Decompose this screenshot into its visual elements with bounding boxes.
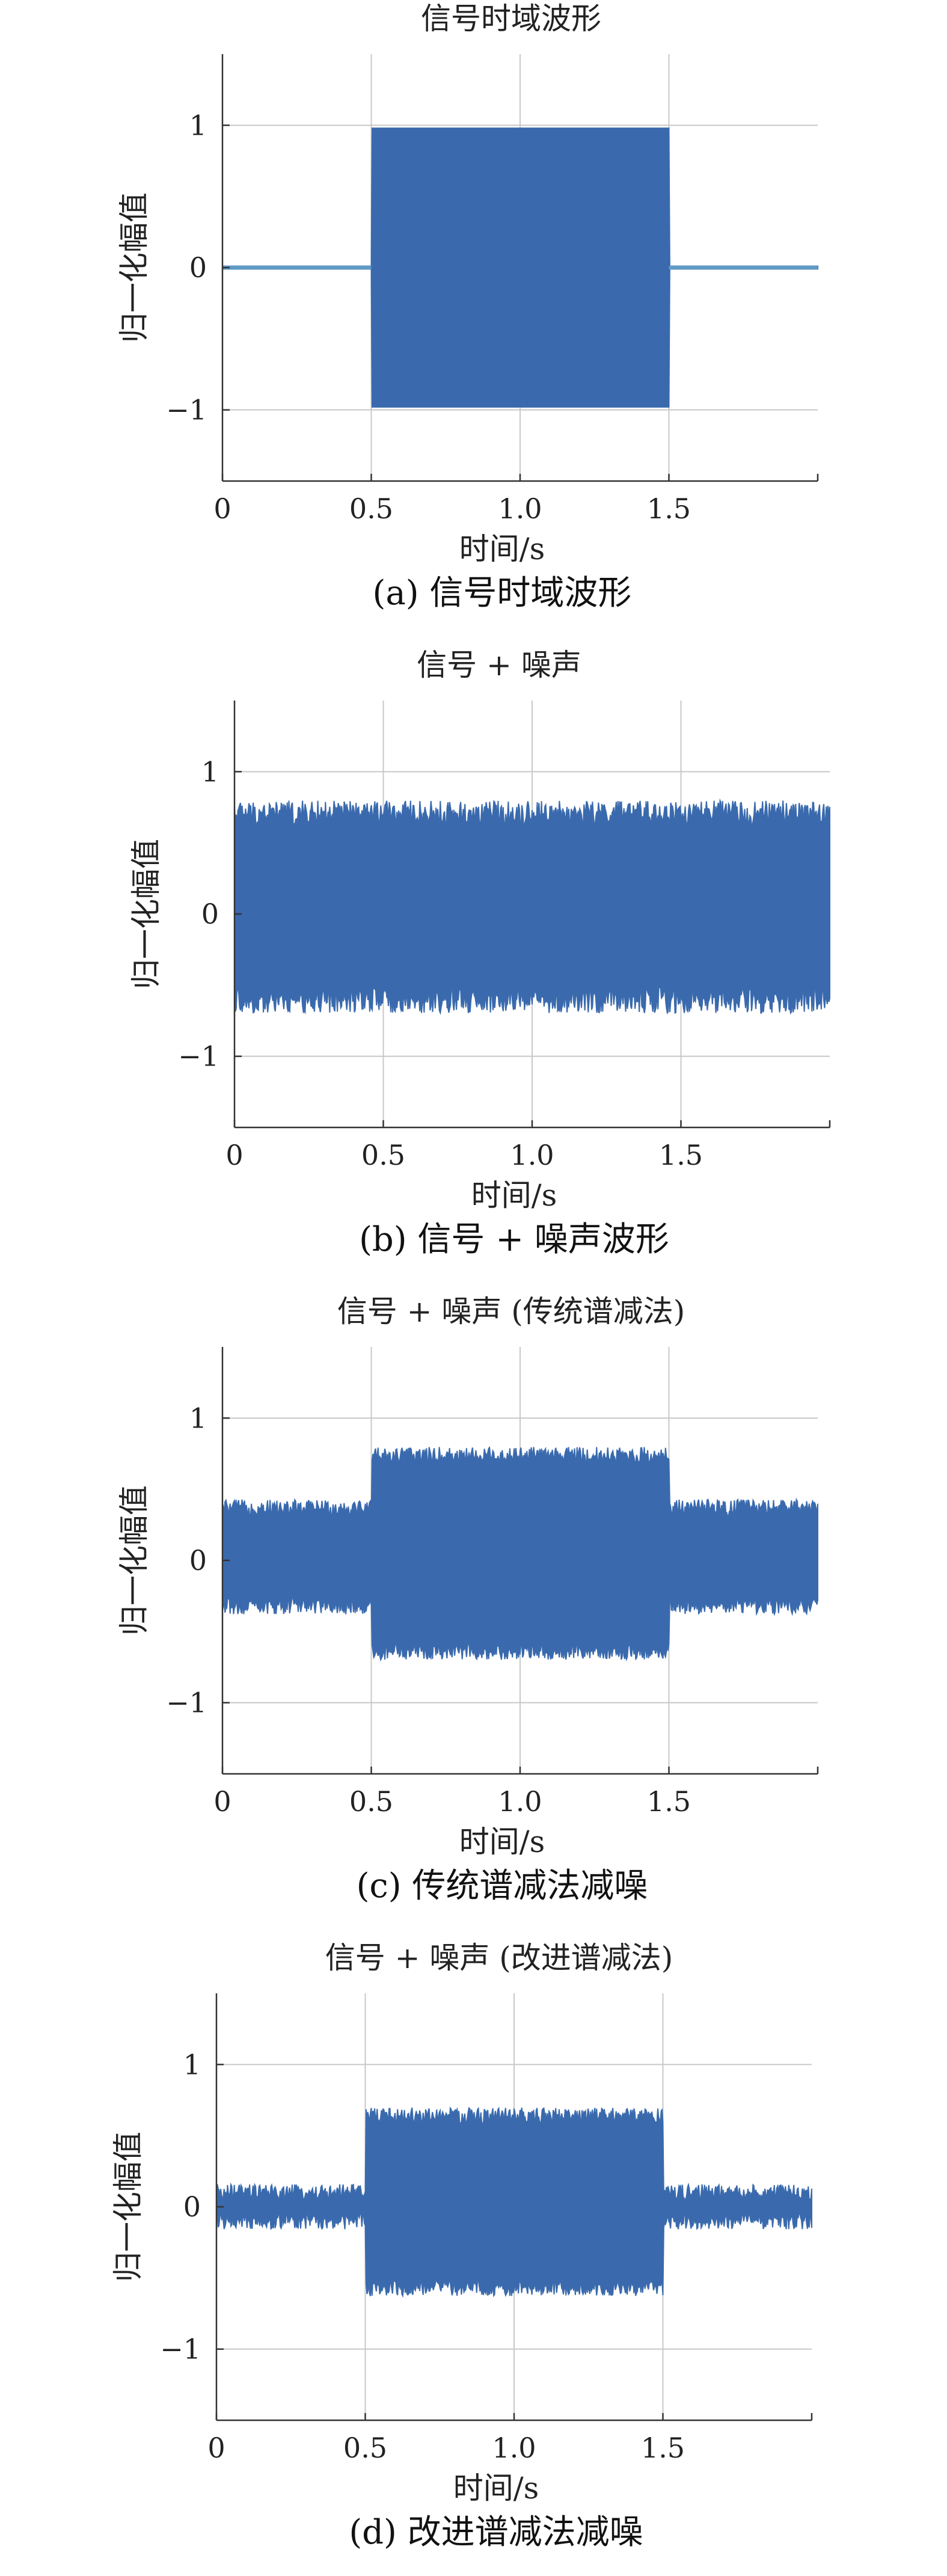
waveform (222, 1446, 818, 1662)
series-band (234, 798, 830, 1016)
tick-labels: 0 0.5 1.0 1.5 1 0 −1 (160, 2048, 685, 2464)
x-tick-label: 1.0 (492, 2432, 536, 2464)
chart-panel-a: 信号时域波形 0 0.5 1.0 1.5 1 0 −1 归一化幅值 时间/s (a) 信号时… (0, 0, 947, 640)
x-tick-label: 0.5 (349, 492, 393, 525)
chart-title: 信号 + 噪声 (改进谱减法) (325, 1940, 673, 1975)
y-tick-label: 1 (189, 1402, 207, 1434)
axes (221, 54, 819, 482)
y-tick-label: 0 (201, 898, 219, 930)
x-tick-label: 0 (207, 2432, 225, 2464)
chart-caption: (b) 信号 + 噪声波形 (359, 1220, 669, 1259)
chart-svg-c: 信号 + 噪声 (传统谱减法) 0 0.5 1.0 1.5 1 0 −1 归一化幅值 时间/… (117, 1294, 819, 1906)
tick-labels: 0 0.5 1.0 1.5 1 0 −1 (178, 755, 703, 1171)
x-tick-label: 0.5 (349, 1785, 393, 1818)
waveform (222, 127, 818, 408)
x-axis-label: 时间/s (471, 1178, 557, 1213)
chart-title: 信号 + 噪声 (417, 648, 581, 682)
x-tick-label: 1.0 (510, 1139, 554, 1171)
x-tick-label: 0 (213, 1785, 231, 1818)
tick-labels: 0 0.5 1.0 1.5 1 0 −1 (166, 109, 691, 525)
axes (215, 1993, 813, 2421)
y-axis-label: 归一化幅值 (111, 2132, 146, 2282)
x-tick-label: 1.5 (641, 2432, 685, 2464)
chart-svg-a: 信号时域波形 0 0.5 1.0 1.5 1 0 −1 归一化幅值 时间/s (a) 信号时… (117, 1, 819, 613)
x-tick-label: 1.5 (659, 1139, 703, 1171)
waveform (216, 2106, 812, 2298)
x-axis-label: 时间/s (459, 532, 545, 566)
y-tick-label: 1 (189, 109, 207, 141)
x-axis-label: 时间/s (453, 2471, 539, 2506)
chart-caption: (c) 传统谱减法减噪 (357, 1866, 648, 1906)
chart-panel-d: 信号 + 噪声 (改进谱减法) 0 0.5 1.0 1.5 1 0 −1 归一化幅值 时间/… (0, 1939, 947, 2576)
y-tick-label: −1 (178, 1040, 219, 1073)
y-tick-label: 1 (201, 755, 219, 788)
x-axis-label: 时间/s (459, 1824, 545, 1859)
y-axis-label: 归一化幅值 (129, 839, 164, 989)
chart-caption: (d) 改进谱减法减噪 (349, 2513, 643, 2552)
series-band (222, 1446, 818, 1662)
x-tick-label: 0 (225, 1139, 243, 1171)
chart-panel-b: 信号 + 噪声 0 0.5 1.0 1.5 1 0 −1 归一化幅值 时间/s (b) 信号… (0, 646, 947, 1287)
axes (233, 701, 831, 1129)
axes (221, 1347, 819, 1775)
y-tick-label: −1 (166, 1687, 207, 1719)
series-band (216, 2106, 812, 2298)
x-tick-label: 1.0 (498, 492, 542, 525)
x-tick-label: 0 (213, 492, 231, 525)
x-tick-label: 0.5 (343, 2432, 387, 2464)
chart-title: 信号时域波形 (421, 1, 601, 36)
y-tick-label: 1 (183, 2048, 201, 2081)
y-axis-label: 归一化幅值 (117, 192, 152, 343)
x-tick-label: 1.5 (647, 1785, 691, 1818)
chart-title: 信号 + 噪声 (传统谱减法) (337, 1294, 685, 1329)
tick-labels: 0 0.5 1.0 1.5 1 0 −1 (166, 1402, 691, 1818)
waveform (234, 798, 830, 1016)
y-tick-label: 0 (189, 1544, 207, 1577)
y-tick-label: −1 (160, 2333, 201, 2366)
chart-panel-c: 信号 + 噪声 (传统谱减法) 0 0.5 1.0 1.5 1 0 −1 归一化幅值 时间/… (0, 1293, 947, 1933)
y-axis-label: 归一化幅值 (117, 1485, 152, 1636)
y-tick-label: 0 (183, 2191, 201, 2223)
x-tick-label: 1.5 (647, 492, 691, 525)
y-tick-label: −1 (166, 394, 207, 426)
x-tick-label: 1.0 (498, 1785, 542, 1818)
chart-svg-d: 信号 + 噪声 (改进谱减法) 0 0.5 1.0 1.5 1 0 −1 归一化幅值 时间/… (111, 1940, 813, 2552)
chart-svg-b: 信号 + 噪声 0 0.5 1.0 1.5 1 0 −1 归一化幅值 时间/s (b) 信号… (129, 648, 831, 1259)
chart-caption: (a) 信号时域波形 (373, 574, 632, 613)
x-tick-label: 0.5 (361, 1139, 405, 1171)
y-tick-label: 0 (189, 251, 207, 284)
